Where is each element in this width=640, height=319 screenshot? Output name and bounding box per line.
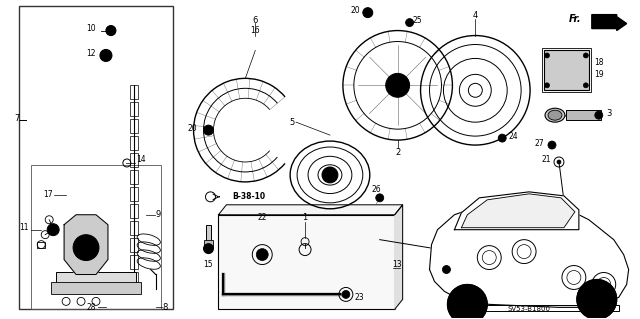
Bar bbox=[130, 119, 138, 133]
Bar bbox=[204, 240, 214, 248]
Bar bbox=[130, 153, 138, 167]
Circle shape bbox=[583, 53, 588, 58]
Bar bbox=[449, 305, 619, 311]
Circle shape bbox=[100, 49, 112, 62]
Text: 17: 17 bbox=[44, 190, 53, 199]
Circle shape bbox=[557, 160, 561, 164]
Text: 3: 3 bbox=[607, 109, 612, 118]
Text: 18: 18 bbox=[594, 58, 604, 67]
Text: 1: 1 bbox=[303, 213, 308, 222]
Bar bbox=[31, 165, 161, 309]
Text: 23: 23 bbox=[355, 293, 364, 302]
Circle shape bbox=[256, 249, 268, 261]
Bar bbox=[566, 110, 601, 120]
Text: 22: 22 bbox=[257, 213, 267, 222]
Bar bbox=[130, 85, 138, 99]
Text: 2: 2 bbox=[395, 147, 400, 157]
Text: 20: 20 bbox=[350, 6, 360, 15]
Bar bbox=[37, 241, 45, 248]
Text: 4: 4 bbox=[473, 11, 478, 20]
Bar bbox=[130, 102, 138, 116]
Text: B-38-10: B-38-10 bbox=[232, 192, 266, 201]
Bar bbox=[544, 50, 589, 90]
Text: Fr.: Fr. bbox=[569, 14, 582, 24]
Text: 7: 7 bbox=[14, 114, 20, 123]
Circle shape bbox=[577, 279, 617, 319]
Circle shape bbox=[548, 141, 556, 149]
Text: 19: 19 bbox=[594, 70, 604, 79]
Polygon shape bbox=[429, 205, 628, 307]
Circle shape bbox=[595, 111, 603, 119]
Text: 8: 8 bbox=[163, 303, 168, 312]
Bar bbox=[79, 244, 93, 252]
Text: 26: 26 bbox=[372, 185, 381, 194]
Text: 24: 24 bbox=[508, 132, 518, 141]
Text: 20: 20 bbox=[188, 124, 198, 133]
Text: 25: 25 bbox=[413, 16, 422, 25]
Bar bbox=[130, 221, 138, 235]
Text: 12: 12 bbox=[86, 49, 96, 58]
Text: 13: 13 bbox=[393, 260, 403, 269]
Polygon shape bbox=[64, 215, 108, 274]
Circle shape bbox=[363, 8, 372, 18]
Ellipse shape bbox=[545, 108, 565, 122]
Bar bbox=[130, 187, 138, 201]
Bar bbox=[130, 238, 138, 252]
Circle shape bbox=[386, 73, 410, 97]
Polygon shape bbox=[592, 15, 627, 31]
Circle shape bbox=[47, 224, 59, 236]
Text: 6: 6 bbox=[253, 16, 258, 25]
Bar bbox=[130, 136, 138, 150]
Bar bbox=[130, 271, 138, 286]
Circle shape bbox=[106, 26, 116, 35]
Text: 9: 9 bbox=[156, 210, 161, 219]
Circle shape bbox=[322, 167, 338, 183]
Text: 28: 28 bbox=[86, 303, 96, 312]
Bar bbox=[130, 255, 138, 269]
Polygon shape bbox=[454, 192, 579, 230]
Text: 11: 11 bbox=[19, 223, 28, 232]
Text: 21: 21 bbox=[541, 155, 551, 165]
Ellipse shape bbox=[548, 110, 562, 120]
Bar bbox=[130, 204, 138, 218]
Circle shape bbox=[447, 285, 487, 319]
Bar bbox=[130, 170, 138, 184]
Circle shape bbox=[442, 265, 451, 273]
Bar bbox=[218, 215, 395, 309]
Bar bbox=[19, 6, 173, 309]
Circle shape bbox=[498, 134, 506, 142]
Circle shape bbox=[583, 83, 588, 88]
Text: 15: 15 bbox=[204, 260, 213, 269]
Circle shape bbox=[73, 235, 99, 261]
Text: 27: 27 bbox=[534, 138, 544, 148]
Circle shape bbox=[545, 53, 550, 58]
Text: SV53-B1800: SV53-B1800 bbox=[508, 306, 550, 312]
Circle shape bbox=[204, 125, 214, 135]
Bar bbox=[51, 282, 141, 294]
Polygon shape bbox=[218, 205, 403, 215]
Circle shape bbox=[545, 83, 550, 88]
Bar bbox=[205, 225, 211, 245]
Bar bbox=[56, 271, 136, 289]
Text: 14: 14 bbox=[136, 155, 145, 165]
Circle shape bbox=[204, 244, 214, 254]
Text: 16: 16 bbox=[250, 26, 260, 35]
Polygon shape bbox=[395, 205, 403, 309]
Bar bbox=[542, 48, 591, 92]
Circle shape bbox=[342, 290, 350, 298]
Text: 5: 5 bbox=[290, 118, 295, 127]
Text: 10: 10 bbox=[86, 24, 96, 33]
Circle shape bbox=[406, 19, 413, 26]
Circle shape bbox=[376, 194, 384, 202]
Polygon shape bbox=[461, 194, 575, 228]
